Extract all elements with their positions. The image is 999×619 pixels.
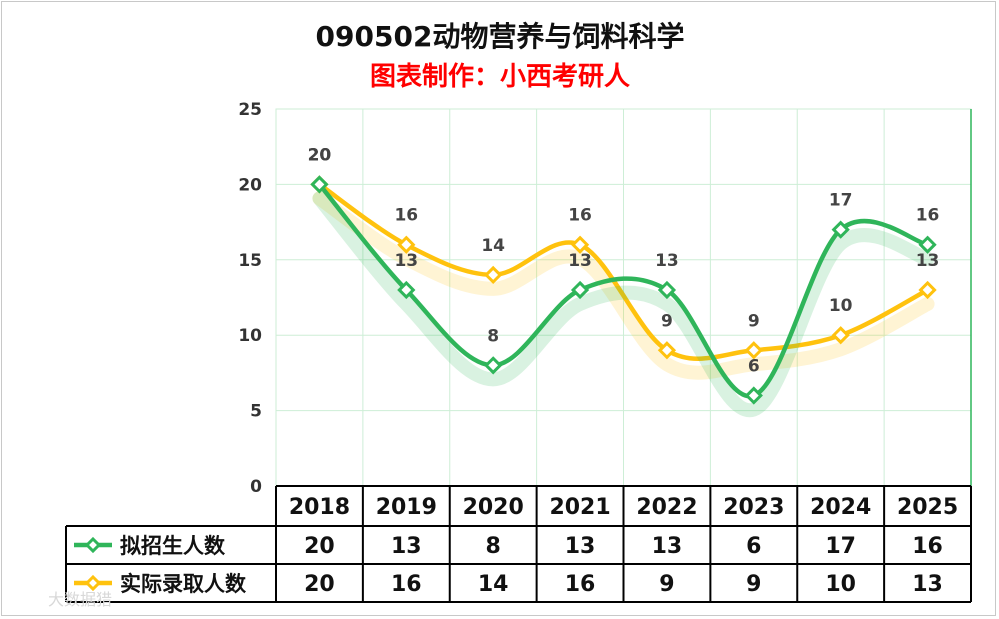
series-layer	[310, 175, 937, 417]
table-cell: 13	[565, 534, 596, 559]
series-1-data-label: 13	[568, 251, 592, 271]
series-2-data-label: 14	[481, 236, 505, 256]
series-line-1	[317, 182, 929, 399]
table-cell: 16	[912, 534, 943, 559]
series-2-data-label: 16	[394, 206, 418, 226]
series-1-point[interactable]	[484, 356, 503, 375]
series-1-point[interactable]	[570, 280, 590, 300]
y-tick-label: 20	[238, 175, 262, 195]
series-1-point[interactable]	[744, 386, 763, 405]
chart-subtitle: 图表制作：小西考研人	[370, 62, 630, 92]
series-2-data-label: 16	[568, 206, 592, 226]
y-tick-label: 25	[238, 100, 262, 120]
series-shadow-1	[312, 191, 935, 417]
series-2-data-label: 9	[661, 311, 673, 331]
series-2-data-label: 20	[308, 145, 332, 165]
series-2-point[interactable]	[570, 235, 590, 254]
series-1-point[interactable]	[397, 280, 416, 300]
table-cell: 13	[912, 572, 943, 597]
series-1-point[interactable]	[918, 235, 937, 254]
series-2-point[interactable]	[831, 326, 850, 345]
watermark-text: 大数据猎	[48, 590, 112, 609]
table-cell: 13	[391, 534, 422, 559]
y-tick-label: 10	[238, 326, 262, 346]
table-cell: 10	[825, 572, 856, 597]
table-cell: 16	[565, 572, 596, 597]
series-1-data-label: 17	[829, 191, 853, 211]
table-cell: 9	[746, 572, 761, 597]
series-1-point[interactable]	[657, 280, 677, 300]
series-1-data-label: 8	[487, 326, 499, 346]
x-tick-label: 2022	[636, 495, 697, 520]
table-cell: 6	[746, 534, 761, 559]
y-axis-ticks: 0 5 10 15 20 25	[238, 100, 262, 497]
series-1-data-label: 20	[308, 145, 332, 165]
series-line-2	[318, 182, 929, 361]
series-2-point[interactable]	[918, 280, 937, 300]
series-2-point[interactable]	[484, 265, 503, 285]
series-1-point[interactable]	[310, 175, 329, 194]
chart-title: 090502动物营养与饲料科学	[316, 20, 685, 53]
y-tick-label: 15	[238, 251, 262, 271]
y-tick-label: 0	[250, 477, 262, 497]
table-cell: 13	[652, 534, 683, 559]
series-2-data-label: 9	[748, 311, 760, 331]
legend-label: 实际录取人数	[120, 572, 247, 596]
series-1-data-label: 6	[748, 357, 760, 377]
legend-label: 拟招生人数	[120, 534, 226, 558]
series-1-data-label: 16	[916, 206, 940, 226]
table-cell: 20	[304, 534, 335, 559]
series-1-data-label: 13	[655, 251, 679, 271]
series-2-point[interactable]	[397, 235, 416, 254]
table-cell: 16	[391, 572, 422, 597]
x-tick-label: 2019	[376, 495, 437, 520]
series-2-data-label: 13	[916, 251, 940, 271]
series-1-data-label: 13	[394, 251, 418, 271]
table-cell: 20	[304, 572, 335, 597]
legend-key-marker	[84, 574, 102, 592]
series-shadow-2	[312, 191, 935, 380]
legend-key-marker	[84, 536, 102, 554]
y-tick-label: 5	[250, 402, 262, 422]
table-cell: 8	[486, 534, 501, 559]
series-2-point[interactable]	[657, 341, 677, 360]
x-tick-label: 2021	[549, 495, 610, 520]
data-table: 2018 2019 2020 2021 2022 2023 2024 2025 拟招生人数 20 1…	[65, 485, 972, 603]
table-cell: 9	[659, 572, 674, 597]
table-cell: 17	[825, 534, 856, 559]
x-tick-label: 2018	[289, 495, 350, 520]
series-2-data-label: 10	[829, 296, 853, 316]
series-1-point[interactable]	[831, 220, 850, 239]
table-cell: 14	[478, 572, 509, 597]
x-tick-label: 2020	[463, 495, 524, 520]
x-tick-label: 2024	[810, 495, 871, 520]
x-tick-label: 2025	[897, 495, 958, 520]
x-tick-label: 2023	[723, 495, 784, 520]
series-2-point[interactable]	[744, 341, 763, 360]
